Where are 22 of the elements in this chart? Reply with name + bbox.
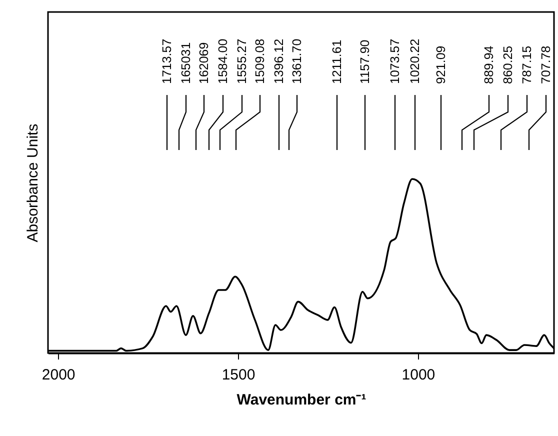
text: 162069 [197,42,211,84]
text: 1713.57 [160,38,174,84]
x-axis-title: Wavenumber cm⁻¹ [236,392,366,408]
text: 1157.90 [358,40,372,84]
text: 1584.00 [216,38,230,84]
text: 1555.27 [235,38,249,84]
text: 1361.70 [290,38,304,84]
text: 707.78 [539,46,553,84]
text: 1509.08 [253,38,267,84]
text: 787.15 [520,46,534,84]
text: 1396.12 [272,38,286,84]
text: 860.25 [501,46,515,84]
x-tick-label: 1000 [402,366,436,384]
y-axis-title: Absorbance Units [24,124,42,242]
text: 1020.22 [408,38,422,84]
x-tick-label: 1500 [222,366,256,384]
text: 165031 [179,42,193,84]
text: 1073.57 [388,38,402,84]
text: 921.09 [434,46,448,84]
text: 1211.61 [330,40,344,84]
text: 889.94 [482,46,496,84]
x-tick-label: 2000 [42,366,76,384]
